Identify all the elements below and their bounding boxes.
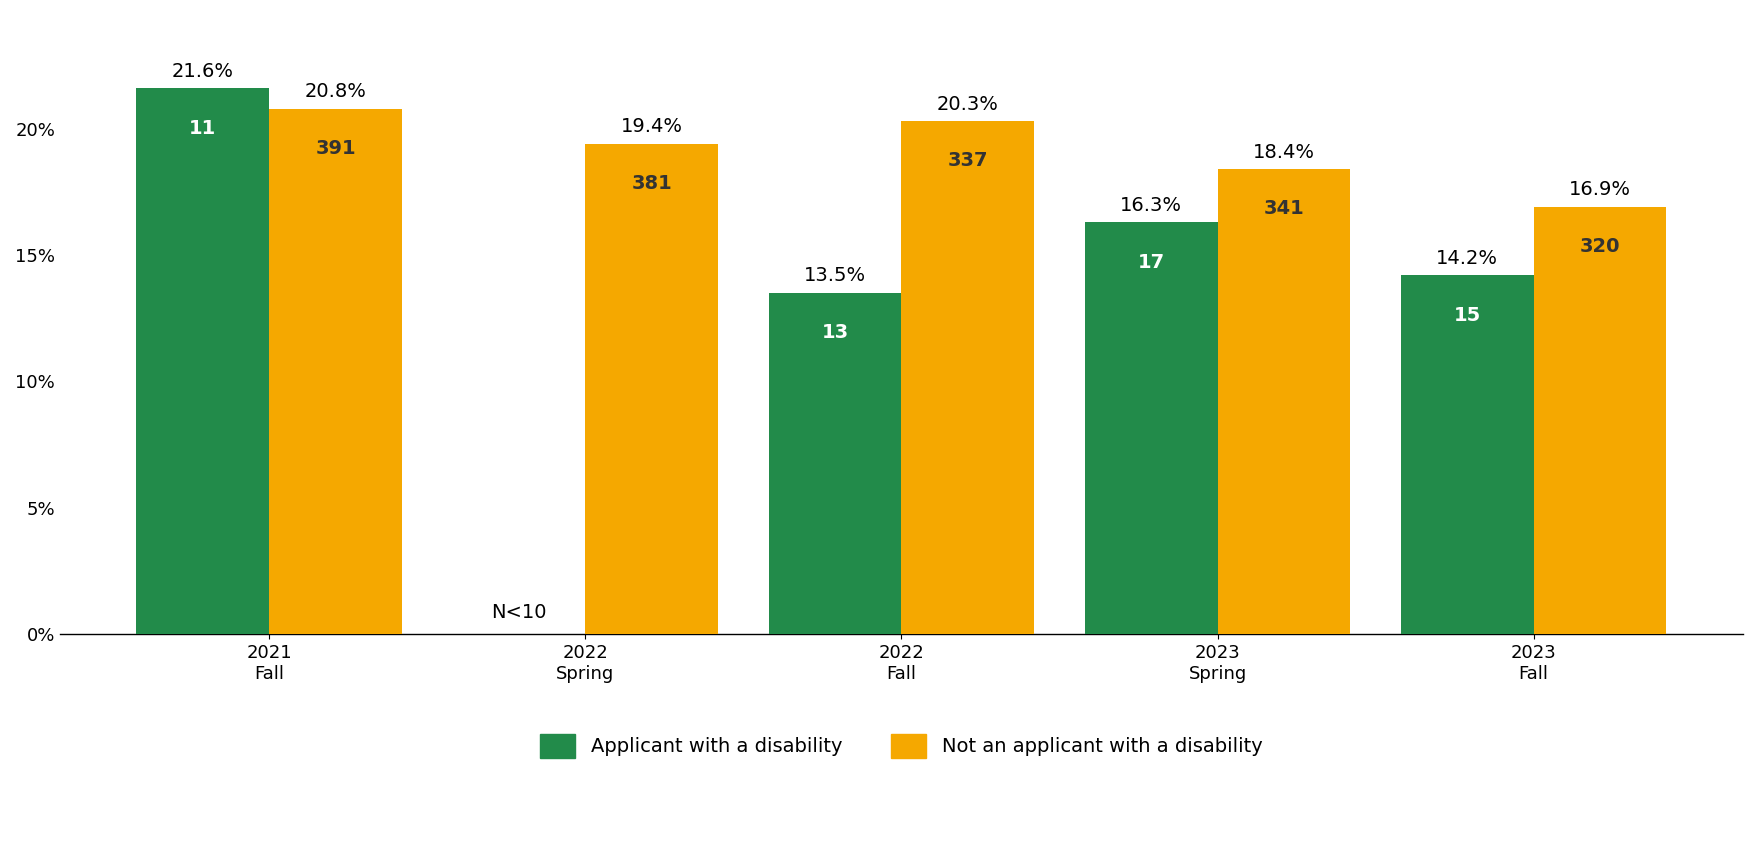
Text: 11: 11 [190, 118, 216, 138]
Text: 21.6%: 21.6% [172, 62, 234, 80]
Text: 18.4%: 18.4% [1253, 143, 1314, 162]
Text: 20.8%: 20.8% [304, 82, 365, 101]
Bar [137, 88, 269, 634]
Text: 13.5%: 13.5% [803, 266, 866, 285]
Text: 337: 337 [947, 151, 987, 171]
Bar [269, 108, 402, 634]
Text: 13: 13 [821, 323, 849, 343]
Bar [901, 121, 1033, 634]
Text: 15: 15 [1453, 305, 1479, 325]
Text: N<10: N<10 [490, 602, 546, 622]
Text: 16.3%: 16.3% [1119, 195, 1181, 215]
Text: 14.2%: 14.2% [1435, 249, 1497, 267]
Bar [585, 144, 717, 634]
Text: 20.3%: 20.3% [936, 95, 998, 113]
Text: 391: 391 [315, 139, 355, 158]
Bar [1218, 169, 1349, 634]
Text: 341: 341 [1263, 200, 1304, 218]
Bar [768, 293, 901, 634]
Bar [1400, 275, 1532, 634]
Legend: Applicant with a disability, Not an applicant with a disability: Applicant with a disability, Not an appl… [531, 724, 1272, 767]
Text: 320: 320 [1580, 238, 1620, 256]
Text: 381: 381 [631, 174, 671, 193]
Text: 19.4%: 19.4% [620, 118, 682, 136]
Bar [1084, 222, 1218, 634]
Text: 17: 17 [1137, 253, 1165, 272]
Text: 16.9%: 16.9% [1569, 180, 1630, 200]
Bar [1532, 207, 1666, 634]
